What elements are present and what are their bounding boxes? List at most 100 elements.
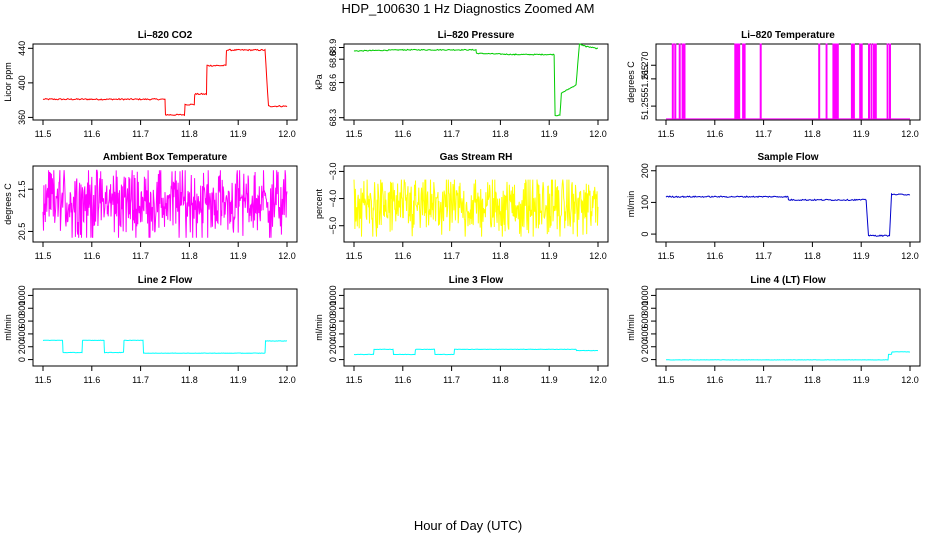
x-tick-label: 11.5 bbox=[35, 375, 52, 385]
x-tick-label: 11.6 bbox=[83, 375, 100, 385]
x-tick-label: 11.7 bbox=[443, 129, 460, 139]
y-tick-label: 800 bbox=[17, 301, 27, 316]
x-tick-label: 11.9 bbox=[230, 129, 247, 139]
panel-title: Gas Stream RH bbox=[440, 152, 513, 163]
x-tick-label: 11.6 bbox=[706, 375, 723, 385]
x-tick-label: 11.8 bbox=[181, 375, 198, 385]
panel-3: Li–820 Temperature 11.5 11.6 11.7 11.8 11.9 12… bbox=[626, 30, 921, 139]
x-tick-label: 11.8 bbox=[492, 129, 509, 139]
plot-frame bbox=[343, 43, 609, 121]
y-axis-label: ml/min bbox=[3, 314, 13, 341]
figure-title: HDP_100630 1 Hz Diagnostics Zoomed AM bbox=[341, 1, 595, 16]
x-tick-label: 11.7 bbox=[132, 251, 149, 261]
y-tick-label: 360 bbox=[17, 110, 27, 125]
x-tick-label: 11.8 bbox=[181, 129, 198, 139]
y-tick-label: 0 bbox=[640, 357, 650, 362]
y-tick-label: 51.265 bbox=[640, 65, 650, 93]
series-line bbox=[42, 339, 287, 354]
y-tick-label: 200 bbox=[640, 163, 650, 178]
x-tick-label: 11.7 bbox=[755, 251, 772, 261]
x-tick-label: 12.0 bbox=[278, 375, 296, 385]
series-line bbox=[353, 348, 599, 356]
y-tick-label: 600 bbox=[640, 314, 650, 329]
y-tick-label: 440 bbox=[17, 41, 27, 56]
plot-frame bbox=[32, 165, 298, 243]
y-tick-label: −5.0 bbox=[328, 217, 338, 235]
y-axis-label: degrees C bbox=[626, 61, 636, 103]
x-tick-label: 11.9 bbox=[541, 375, 558, 385]
y-tick-label: 68.8 bbox=[328, 50, 338, 68]
panel-title: Li–820 Temperature bbox=[741, 30, 835, 41]
panel-9: Line 4 (LT) Flow 11.5 11.6 11.7 11.8 11.9 12.0… bbox=[626, 275, 921, 385]
panel-title: Sample Flow bbox=[757, 152, 818, 163]
plot-frame bbox=[655, 165, 921, 243]
y-tick-label: −3.0 bbox=[328, 163, 338, 181]
plot-frame bbox=[343, 288, 609, 367]
panel-4: Ambient Box Temperature 11.5 11.6 11.7 11.8 1… bbox=[3, 152, 298, 261]
y-tick-label: 200 bbox=[328, 339, 338, 354]
x-tick-label: 11.9 bbox=[853, 251, 870, 261]
figure-x-axis-label: Hour of Day (UTC) bbox=[413, 518, 523, 533]
panel-title: Li–820 Pressure bbox=[438, 30, 515, 41]
y-tick-label: 68.3 bbox=[328, 109, 338, 127]
y-tick-label: 600 bbox=[17, 314, 27, 329]
x-tick-label: 12.0 bbox=[589, 129, 607, 139]
y-tick-label: 200 bbox=[17, 339, 27, 354]
y-tick-label: 68.9 bbox=[328, 39, 338, 57]
plot-frame bbox=[32, 43, 298, 121]
x-tick-label: 11.5 bbox=[346, 129, 363, 139]
panel-8: Line 3 Flow 11.5 11.6 11.7 11.8 11.9 12.0 0 2004… bbox=[314, 275, 609, 385]
x-tick-label: 11.8 bbox=[804, 129, 821, 139]
y-tick-label: 1000 bbox=[640, 285, 650, 305]
plot-frame bbox=[32, 288, 298, 367]
x-tick-label: 11.6 bbox=[83, 251, 100, 261]
y-tick-label: 0 bbox=[640, 232, 650, 237]
series-line bbox=[42, 48, 288, 117]
x-tick-label: 12.0 bbox=[901, 251, 919, 261]
x-tick-label: 11.9 bbox=[230, 375, 247, 385]
x-tick-label: 11.7 bbox=[132, 375, 149, 385]
y-axis-label: Licor ppm bbox=[3, 62, 13, 102]
panel-7: Line 2 Flow 11.5 11.6 11.7 11.8 11.9 12.0 0 2004… bbox=[3, 275, 298, 385]
x-tick-label: 11.9 bbox=[541, 251, 558, 261]
x-tick-label: 11.6 bbox=[706, 129, 723, 139]
y-tick-label: 1000 bbox=[17, 285, 27, 305]
x-tick-label: 11.5 bbox=[35, 251, 52, 261]
y-tick-label: 600 bbox=[328, 314, 338, 329]
x-tick-label: 11.9 bbox=[541, 129, 558, 139]
y-tick-label: 0 bbox=[17, 357, 27, 362]
y-tick-label: 51.270 bbox=[640, 51, 650, 79]
plot-frame bbox=[343, 165, 609, 243]
x-tick-label: 11.7 bbox=[755, 129, 772, 139]
y-tick-label: 68.6 bbox=[328, 74, 338, 92]
series-line bbox=[353, 43, 599, 117]
x-tick-label: 12.0 bbox=[278, 251, 296, 261]
x-tick-label: 12.0 bbox=[901, 129, 919, 139]
panel-5: Gas Stream RH 11.5 11.6 11.7 11.8 11.9 12.0 −5.… bbox=[314, 152, 609, 261]
panel-2: Li–820 Pressure 11.5 11.6 11.7 11.8 11.9 12.0 6… bbox=[314, 30, 609, 139]
x-tick-label: 12.0 bbox=[589, 375, 607, 385]
panel-title: Line 3 Flow bbox=[449, 275, 504, 286]
y-tick-label: 51.255 bbox=[640, 92, 650, 120]
x-tick-label: 11.9 bbox=[230, 251, 247, 261]
y-tick-label: 800 bbox=[328, 301, 338, 316]
y-axis-label: ml/min bbox=[626, 314, 636, 341]
series-line bbox=[42, 169, 288, 238]
panel-title: Line 2 Flow bbox=[138, 275, 193, 286]
plot-frame bbox=[655, 43, 921, 121]
x-tick-label: 11.6 bbox=[394, 251, 411, 261]
x-tick-label: 11.5 bbox=[658, 129, 675, 139]
x-tick-label: 11.6 bbox=[83, 129, 100, 139]
x-tick-label: 12.0 bbox=[278, 129, 296, 139]
x-tick-label: 11.5 bbox=[346, 375, 363, 385]
x-tick-label: 11.5 bbox=[346, 251, 363, 261]
x-tick-label: 11.8 bbox=[492, 251, 509, 261]
y-tick-label: 0 bbox=[328, 357, 338, 362]
series-line bbox=[353, 179, 599, 237]
panel-title: Ambient Box Temperature bbox=[103, 152, 228, 163]
series-line bbox=[666, 351, 910, 361]
x-tick-label: 11.8 bbox=[181, 251, 198, 261]
panel-6: Sample Flow 11.5 11.6 11.7 11.8 11.9 12.0 0 100 2… bbox=[626, 152, 921, 261]
x-tick-label: 11.6 bbox=[394, 375, 411, 385]
